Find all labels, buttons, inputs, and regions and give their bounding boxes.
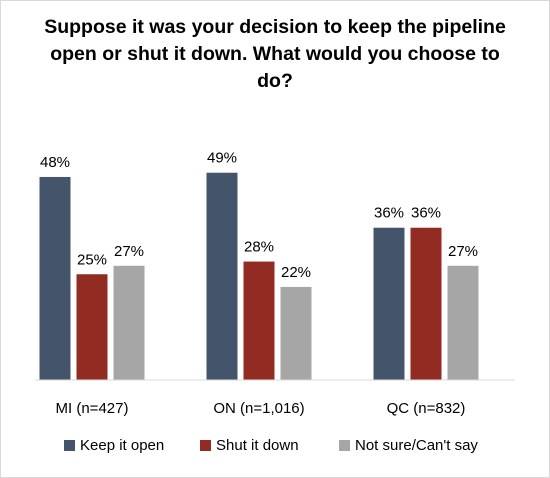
bar-0-2 xyxy=(113,265,145,380)
legend-label-0: Keep it open xyxy=(80,437,165,454)
bar-1-2 xyxy=(280,286,312,380)
bar-2-0 xyxy=(373,227,405,380)
legend-item-1: Shut it down xyxy=(200,437,299,454)
legend: Keep it open Shut it down Not sure/Can't s… xyxy=(0,437,550,459)
bar-2-2 xyxy=(447,265,479,380)
category-label-2: QC (n=832) xyxy=(387,400,466,417)
bar-1-1 xyxy=(243,261,275,380)
bar-0-0 xyxy=(39,176,71,380)
data-label-1-1: 28% xyxy=(244,239,274,256)
bar-0-1 xyxy=(76,274,108,380)
bar-1-0 xyxy=(206,172,238,380)
chart-title: Suppose it was your decision to keep the… xyxy=(44,16,506,92)
category-label-1: ON (n=1,016) xyxy=(213,400,304,417)
legend-swatch-2 xyxy=(339,440,350,451)
data-label-0-1: 25% xyxy=(77,251,107,268)
legend-label-1: Shut it down xyxy=(216,437,299,454)
data-label-2-0: 36% xyxy=(374,205,404,222)
data-label-1-2: 22% xyxy=(281,264,311,281)
legend-swatch-1 xyxy=(200,440,211,451)
legend-label-2: Not sure/Can't say xyxy=(355,437,478,454)
chart-plot: 48% 25% 27% 49% 28% 22% 36% 36% 27% MI (n=427) ON… xyxy=(35,150,515,417)
legend-item-2: Not sure/Can't say xyxy=(339,437,478,454)
category-label-0: MI (n=427) xyxy=(56,400,129,417)
data-label-0-0: 48% xyxy=(40,154,70,171)
data-label-1-0: 49% xyxy=(207,150,237,167)
data-label-0-2: 27% xyxy=(114,243,144,260)
data-label-2-1: 36% xyxy=(411,205,441,222)
legend-swatch-0 xyxy=(64,440,75,451)
bar-2-1 xyxy=(410,227,442,380)
data-label-2-2: 27% xyxy=(448,243,478,260)
legend-item-0: Keep it open xyxy=(64,437,164,454)
